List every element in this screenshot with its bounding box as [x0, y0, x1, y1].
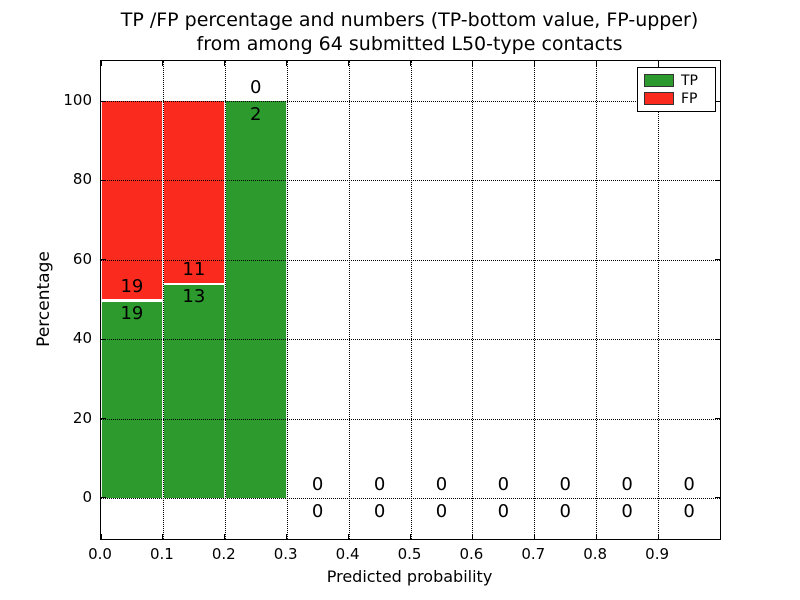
- tp-bar-segment: [224, 101, 287, 498]
- x-tick-mark: [162, 61, 164, 66]
- legend-label-fp: FP: [681, 90, 698, 107]
- y-tick-mark: [101, 100, 106, 102]
- fp-count-label: 0: [435, 473, 448, 495]
- x-tick-mark: [224, 534, 226, 539]
- y-tick-mark: [101, 338, 106, 340]
- x-tick-mark: [471, 534, 473, 539]
- x-gridline: [472, 61, 474, 539]
- x-tick-label: 0.0: [88, 545, 112, 563]
- fp-count-label: 0: [497, 473, 510, 495]
- fp-bar-segment: [101, 101, 163, 300]
- x-gridline: [658, 61, 660, 539]
- chart-title-line1: TP /FP percentage and numbers (TP-bottom…: [120, 9, 699, 31]
- y-tick-label: 0: [82, 487, 92, 506]
- tp-color-swatch: [644, 74, 674, 87]
- x-tick-mark: [657, 534, 659, 539]
- fp-count-label: 0: [311, 473, 324, 495]
- x-tick-mark: [224, 61, 226, 66]
- y-tick-label: 100: [63, 91, 92, 109]
- y-tick-label: 60: [72, 249, 92, 268]
- x-tick-mark: [101, 534, 102, 539]
- y-tick-label: 40: [72, 329, 92, 348]
- x-tick-mark: [101, 61, 102, 66]
- tp-bar-segment: [101, 299, 163, 498]
- x-tick-label: 0.8: [583, 545, 608, 563]
- fp-count-label: 0: [621, 473, 633, 495]
- x-gridline: [596, 61, 598, 539]
- legend-item-fp: FP: [644, 90, 710, 107]
- y-tick-mark: [715, 259, 720, 261]
- fp-count-label: 0: [373, 473, 386, 495]
- fp-color-swatch: [644, 92, 674, 105]
- x-tick-mark: [595, 61, 597, 66]
- x-tick-mark: [533, 534, 535, 539]
- legend-label-tp: TP: [681, 72, 698, 89]
- x-tick-label: 0.4: [335, 545, 360, 563]
- legend: TP FP: [637, 67, 716, 112]
- tp-count-label: 0: [559, 500, 571, 522]
- y-gridline: [101, 497, 720, 499]
- x-tick-mark: [533, 61, 535, 66]
- x-tick-label: 0.6: [459, 545, 484, 563]
- plot-area: TP FP 19 19 11 13 0 2 0 0 0 0 0 0 0 0 0 0 0 0 0 0: [100, 60, 721, 540]
- fp-count-label: 0: [683, 473, 695, 495]
- x-tick-mark: [348, 534, 350, 539]
- x-tick-mark: [286, 534, 288, 539]
- tp-count-label: 0: [621, 500, 633, 522]
- tp-count-label: 0: [683, 500, 695, 522]
- y-tick-mark: [715, 497, 720, 499]
- x-tick-mark: [286, 61, 288, 66]
- chart-title: TP /FP percentage and numbers (TP-bottom…: [100, 8, 719, 56]
- fp-bar-segment: [162, 101, 225, 283]
- y-tick-mark: [101, 497, 106, 499]
- x-tick-label: 0.7: [521, 545, 546, 563]
- y-tick-mark: [715, 418, 720, 420]
- fp-count-label: 0: [250, 77, 262, 98]
- y-tick-label: 20: [72, 408, 92, 427]
- y-tick-mark: [101, 259, 106, 261]
- y-tick-mark: [101, 418, 106, 420]
- x-tick-label: 0.5: [397, 545, 422, 563]
- y-tick-mark: [715, 338, 720, 340]
- x-gridline: [286, 61, 288, 539]
- x-gridline: [348, 61, 350, 539]
- x-axis-label: Predicted probability: [326, 567, 493, 586]
- x-tick-label: 0.1: [149, 545, 174, 563]
- legend-item-tp: TP: [644, 72, 710, 89]
- x-tick-label: 0.9: [645, 545, 670, 563]
- chart-title-line2: from among 64 submitted L50-type contact…: [196, 33, 623, 55]
- x-tick-mark: [471, 61, 473, 66]
- x-tick-mark: [410, 534, 411, 539]
- x-tick-label: 0.3: [273, 545, 298, 563]
- tp-bar-segment: [162, 282, 225, 498]
- tp-count-label: 0: [373, 500, 386, 522]
- x-tick-mark: [657, 61, 659, 66]
- x-gridline: [410, 61, 412, 539]
- tp-count-label: 0: [497, 500, 510, 522]
- x-tick-mark: [162, 534, 164, 539]
- tp-count-label: 0: [311, 500, 324, 522]
- y-tick-label: 80: [72, 170, 92, 189]
- x-gridline: [534, 61, 536, 539]
- x-tick-label: 0.2: [211, 545, 236, 563]
- y-tick-mark: [715, 179, 720, 181]
- x-tick-mark: [595, 534, 597, 539]
- fp-count-label: 0: [559, 473, 571, 495]
- x-tick-mark: [410, 61, 411, 66]
- tp-count-label: 0: [435, 500, 448, 522]
- x-tick-mark: [348, 61, 350, 66]
- y-tick-mark: [101, 179, 106, 181]
